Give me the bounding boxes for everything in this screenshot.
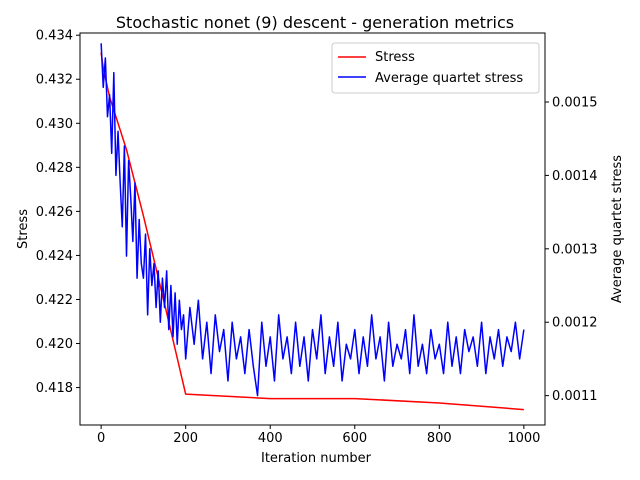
plot-area xyxy=(100,43,525,411)
legend: Stress Average quartet stress xyxy=(331,42,540,94)
legend-box xyxy=(331,42,540,94)
y-left-tick-label: 0.420 xyxy=(36,337,73,352)
y-right-tick-label: 0.0014 xyxy=(552,169,598,184)
x-tick-label: 600 xyxy=(342,431,367,446)
x-axis-label: Iteration number xyxy=(261,451,372,466)
x-tick-label: 400 xyxy=(258,431,283,446)
x-tick-label: 0 xyxy=(97,431,105,446)
y-left-tick-label: 0.418 xyxy=(36,381,73,396)
y-right-axis-ticks: 0.0011 0.0012 0.0013 0.0014 0.0015 xyxy=(545,96,598,404)
average-quartet-stress-line xyxy=(100,43,525,397)
y-left-axis-label: Stress xyxy=(16,209,31,249)
legend-label-quartet-stress: Average quartet stress xyxy=(375,71,523,86)
y-left-axis-ticks: 0.418 0.420 0.422 0.424 0.426 0.428 0.430 0.432… xyxy=(36,29,80,396)
y-right-tick-label: 0.0011 xyxy=(552,389,598,404)
legend-label-stress: Stress xyxy=(375,50,415,65)
y-right-tick-label: 0.0015 xyxy=(552,96,598,111)
y-left-tick-label: 0.422 xyxy=(36,293,73,308)
y-right-axis-label: Average quartet stress xyxy=(610,155,625,303)
y-left-tick-label: 0.430 xyxy=(36,117,73,132)
plot-frame xyxy=(79,32,546,426)
y-left-tick-label: 0.432 xyxy=(36,73,73,88)
y-right-tick-label: 0.0013 xyxy=(552,242,598,257)
chart-title: Stochastic nonet (9) descent - generatio… xyxy=(116,13,514,32)
y-right-tick-label: 0.0012 xyxy=(552,316,598,331)
series-layer xyxy=(100,43,525,411)
y-left-tick-label: 0.426 xyxy=(36,205,73,220)
x-axis-ticks: 0 200 400 600 800 1000 xyxy=(97,425,540,446)
x-tick-label: 200 xyxy=(173,431,198,446)
y-left-tick-label: 0.424 xyxy=(36,249,73,264)
x-tick-label: 1000 xyxy=(507,431,540,446)
x-tick-label: 800 xyxy=(427,431,452,446)
y-left-tick-label: 0.434 xyxy=(36,29,73,44)
y-left-tick-label: 0.428 xyxy=(36,161,73,176)
